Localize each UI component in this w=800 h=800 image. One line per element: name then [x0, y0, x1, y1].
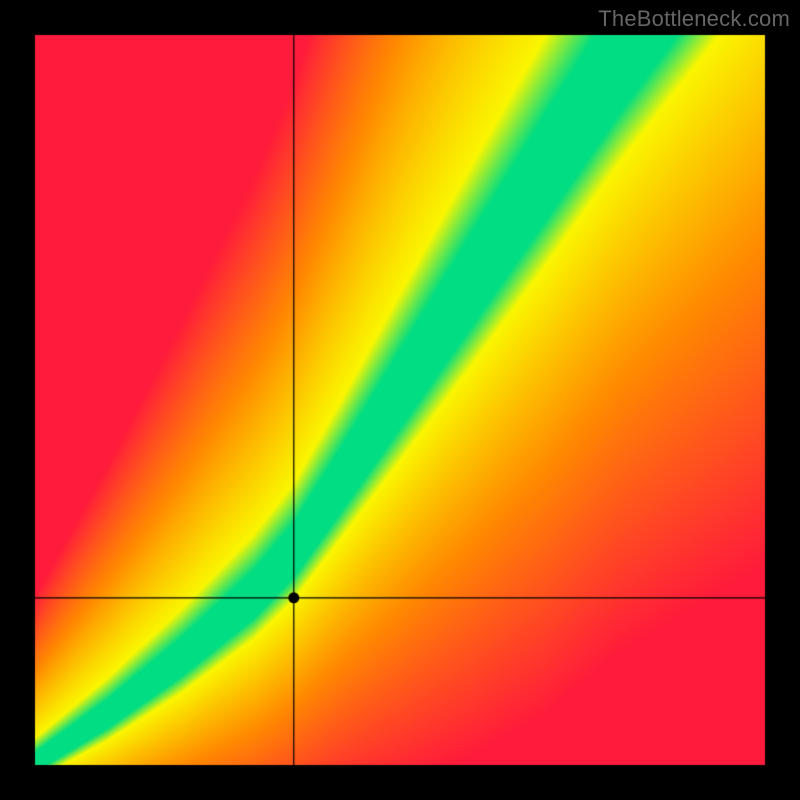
bottleneck-chart: TheBottleneck.com: [0, 0, 800, 800]
heatmap-canvas: [0, 0, 800, 800]
watermark-text: TheBottleneck.com: [598, 6, 790, 32]
